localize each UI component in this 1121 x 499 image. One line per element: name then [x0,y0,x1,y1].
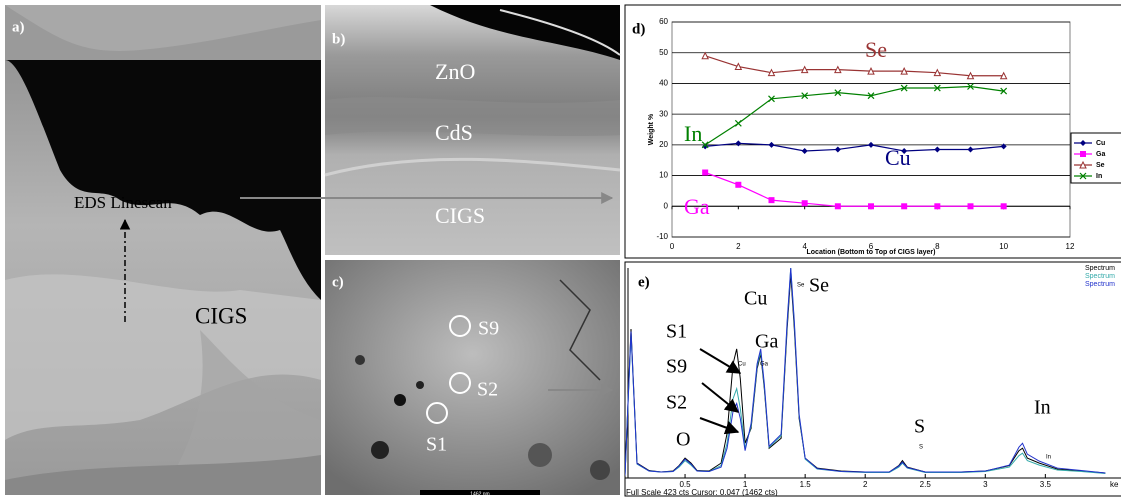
y-tick-label: 20 [659,140,668,149]
x-tick-label: 2 [863,480,868,489]
point [934,203,940,209]
pointer-arrow [702,383,738,412]
y-tick-label: 40 [659,79,668,88]
legend-label: Cu [1096,140,1105,147]
micrograph-c [325,260,620,495]
legend-marker [1080,140,1086,146]
peak-label: S [919,445,923,451]
annotation: S2 [477,379,498,401]
point [802,200,808,206]
point [901,203,907,209]
legend-label: Spectrum [1085,281,1115,288]
annotation: CIGS [435,203,485,228]
x-tick-label: 2 [736,242,741,251]
x-tick-label: 8 [935,242,940,251]
point [835,203,841,209]
legend-label: Spectrum [1085,265,1115,272]
peak-label: In [1046,455,1051,461]
legend-label: Spectrum [1085,273,1115,280]
footer: Full Scale 423 cts Cursor: 0.047 (1462 c… [626,488,778,497]
pointer-arrow [700,418,738,432]
x-tick-label: 0 [670,242,675,251]
y-tick-label: 0 [664,201,669,210]
annotation: ZnO [435,59,475,84]
panel-label: a) [12,19,25,35]
legend-marker [1080,151,1086,157]
panel-label: c) [332,274,344,290]
spectrum-line [625,274,1105,475]
x-axis-label: Location (Bottom to Top of CIGS layer) [807,249,936,256]
annotation: EDS Linescan [74,193,172,212]
annotation: S1 [426,434,447,456]
annotation: O [676,429,690,451]
y-axis-label: Weight % [648,113,655,145]
annotation: CdS [435,120,473,145]
panel-label: d) [632,21,645,37]
micrograph-a [5,5,321,495]
y-tick-label: 30 [659,109,668,118]
point [735,182,741,188]
legend-label: Se [1096,162,1105,169]
y-tick-label: 60 [659,17,668,26]
annotation: Cu [744,288,767,310]
series-annotation: Se [865,37,887,62]
point [1001,203,1007,209]
annotation: In [1034,397,1051,419]
x-tick-label: 3 [983,480,988,489]
y-tick-label: 10 [659,171,668,180]
scale-bar-label: 1462 nm [470,491,489,497]
point [968,203,974,209]
panel-label: e) [638,274,650,290]
annotation: S9 [478,318,499,340]
annotation: S1 [666,321,687,343]
spectrum-line [625,268,1105,476]
x-axis-label: ke [1110,480,1119,489]
annotation: S9 [666,356,687,378]
legend-label: In [1096,173,1102,180]
peak-label: Ga [760,362,769,368]
annotation: Se [809,275,829,297]
legend-label: Ga [1096,151,1105,158]
annotation: Ga [755,331,778,353]
series-annotation: Ga [684,194,710,219]
annotation: S [914,416,925,438]
panel-e-border [625,262,1121,496]
point [769,197,775,203]
panel-label: b) [332,31,345,47]
spectrum-line [625,268,1105,476]
x-tick-label: 2.5 [920,480,932,489]
y-tick-label: -10 [656,232,668,241]
series-annotation: Cu [885,145,911,170]
figure: a) EDS Linescan CIGS b) ZnO CdS CIGS c) … [0,0,1121,499]
series-annotation: In [684,121,702,146]
x-tick-label: 1.5 [800,480,812,489]
point [702,170,708,176]
x-tick-label: 3.5 [1040,480,1052,489]
peak-label: Se [797,283,805,289]
annotation: CIGS [195,303,247,328]
chart-e: 0.511.522.533.5keFull Scale 423 cts Curs… [625,265,1121,497]
annotation: S2 [666,392,687,414]
x-tick-label: 10 [999,242,1008,251]
y-tick-label: 50 [659,48,668,57]
page: {"panels": { "a": {"label": "a)", "texts… [0,0,1121,499]
peak-label: Cu [738,362,746,368]
point [868,203,874,209]
x-tick-label: 12 [1066,242,1075,251]
